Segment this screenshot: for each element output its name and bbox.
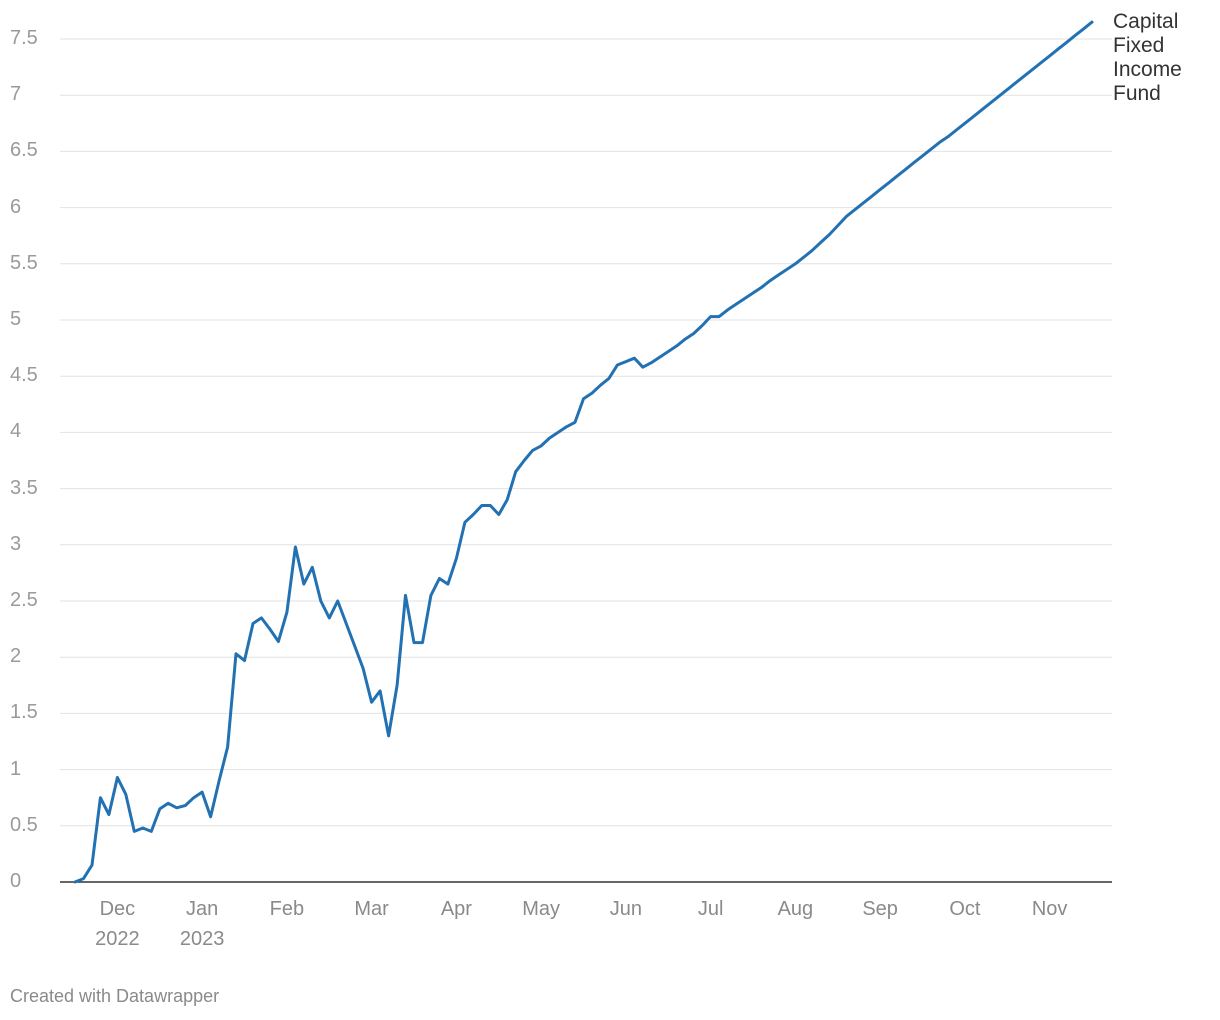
x-tick-label: Sep — [862, 898, 898, 920]
y-tick-label: 1 — [10, 757, 22, 780]
x-tick-label: Oct — [949, 898, 981, 920]
y-tick-label: 6.5 — [10, 139, 38, 162]
series-line — [73, 20, 1094, 884]
y-tick-label: 5 — [10, 308, 22, 330]
x-tick-label: Jun — [609, 898, 642, 920]
x-tick-label: Aug — [777, 898, 814, 920]
y-tick-label: 2.5 — [10, 589, 38, 611]
x-tick-label: May — [522, 898, 561, 920]
y-tick-label: 5.5 — [10, 251, 38, 274]
y-tick-label: 2 — [10, 645, 22, 668]
footer: Created with Datawrapper — [10, 986, 220, 1006]
legend-label: Capital Fixed Income Fund — [1113, 10, 1182, 105]
x-tick-label: Jul — [697, 898, 724, 920]
x-tick-label: Feb — [269, 898, 305, 920]
y-tick-label: 4 — [10, 420, 22, 443]
y-tick-label: 0 — [10, 870, 22, 892]
y-tick-label: 1.5 — [10, 701, 38, 724]
x-tick-label: Jan 2023 — [179, 898, 225, 950]
y-tick-label: 7 — [10, 83, 22, 106]
y-tick-label: 4.5 — [10, 364, 38, 387]
y-tick-label: 6 — [10, 195, 22, 218]
y-tick-label: 3.5 — [10, 476, 38, 499]
x-tick-label: Dec 2022 — [95, 898, 140, 950]
x-tick-label: Nov — [1031, 898, 1068, 920]
x-tick-label: Mar — [354, 898, 389, 920]
y-tick-label: 7.5 — [10, 27, 38, 49]
y-tick-label: 0.5 — [10, 813, 38, 836]
y-tick-label: 3 — [10, 532, 22, 555]
x-tick-label: Apr — [440, 898, 472, 920]
